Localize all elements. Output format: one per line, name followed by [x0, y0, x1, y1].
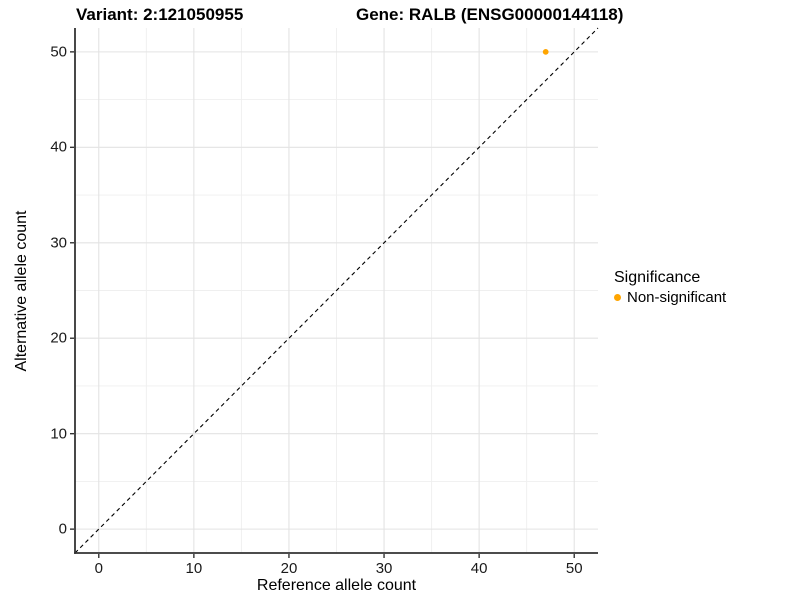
legend-point-icon	[614, 294, 621, 301]
x-tick-label: 30	[375, 560, 393, 577]
x-axis-title: Reference allele count	[256, 577, 417, 594]
y-axis-title: Alternative allele count	[13, 210, 30, 372]
x-tick-label: 10	[185, 560, 203, 577]
y-tick-label: 10	[50, 425, 67, 443]
legend-item-label: Non-significant	[627, 289, 727, 306]
x-tick-label: 0	[94, 560, 103, 577]
y-tick-label: 0	[58, 520, 67, 538]
y-tick-label: 20	[50, 329, 67, 347]
y-tick-label: 50	[50, 43, 67, 61]
y-tick-label: 30	[50, 234, 67, 252]
data-point	[542, 48, 549, 55]
legend-title: Significance	[614, 269, 701, 286]
plot-title-gene: Gene: RALB (ENSG00000144118)	[356, 5, 624, 24]
x-tick-label: 50	[565, 560, 583, 577]
legend: Significance Non-significant	[614, 269, 726, 306]
y-tick-label: 40	[50, 138, 67, 156]
legend-item: Non-significant	[614, 289, 726, 306]
plot-title-variant: Variant: 2:121050955	[76, 5, 244, 24]
x-tick-label: 20	[280, 560, 298, 577]
x-tick-label: 40	[470, 560, 488, 577]
identity-reference-line	[74, 27, 599, 554]
